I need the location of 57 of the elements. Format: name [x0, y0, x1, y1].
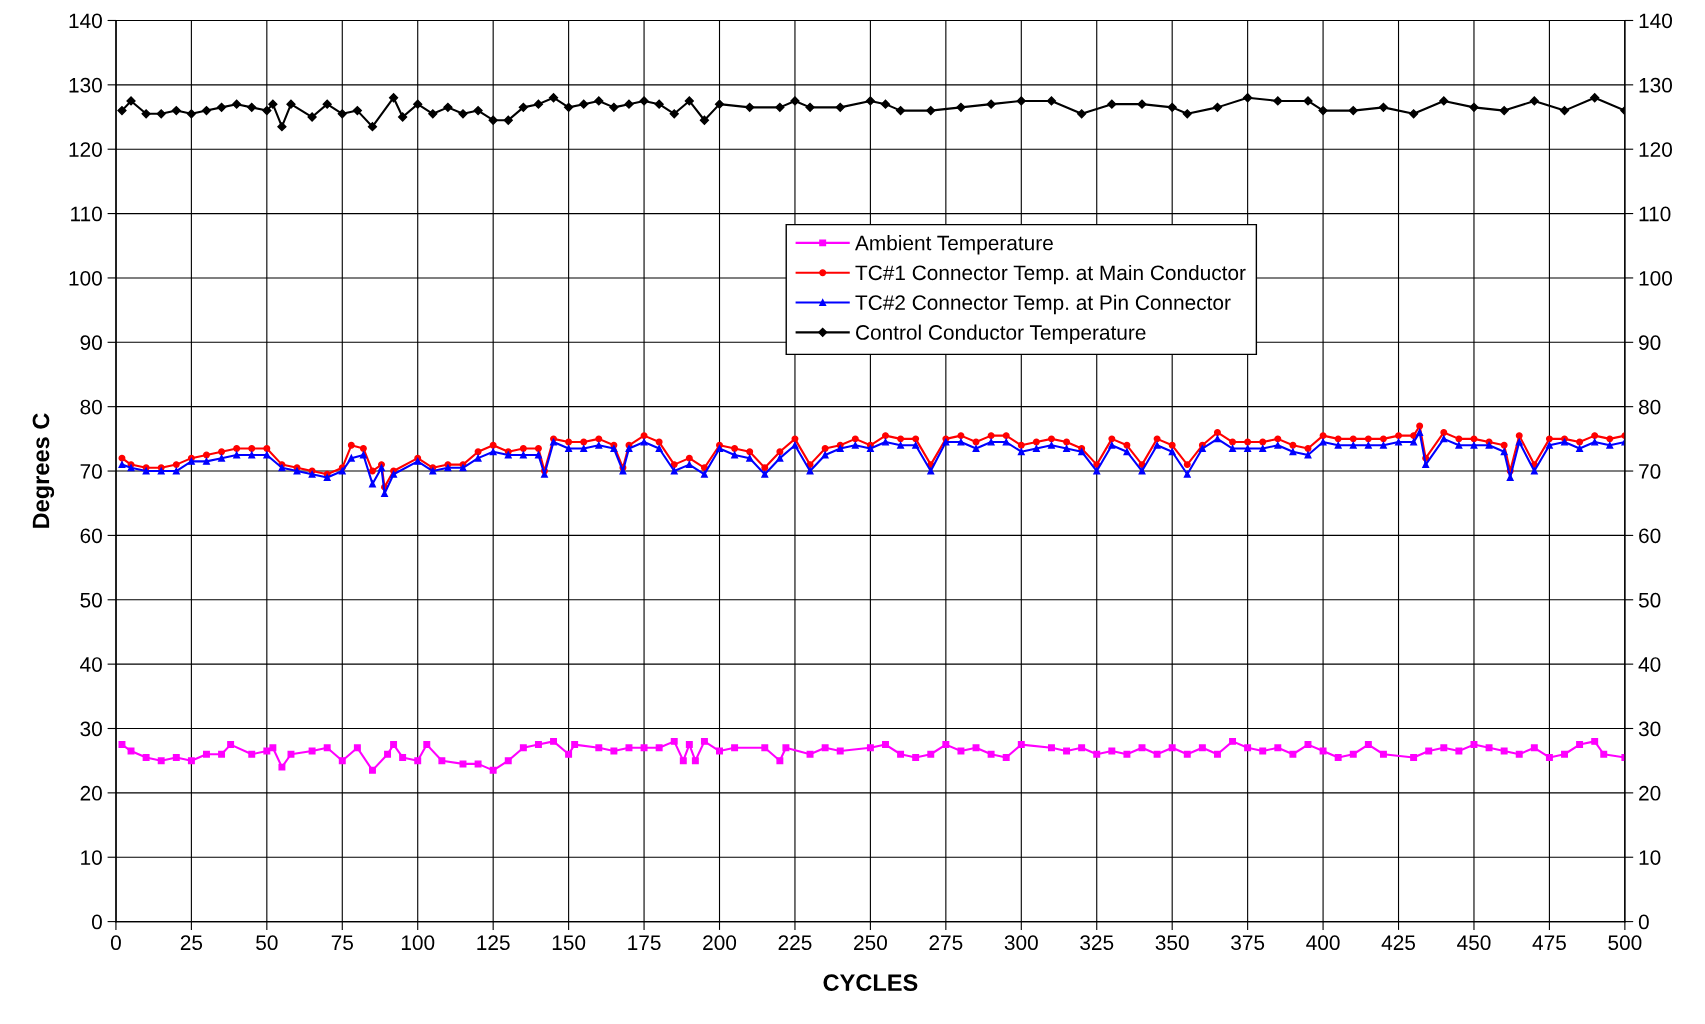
x-tick-label: 250 — [854, 935, 887, 951]
y-tick-label: 100 — [69, 270, 102, 286]
y-tick-label: 70 — [80, 464, 102, 479]
y-tick-label: 60 — [80, 528, 102, 544]
y2-tick-label: 80 — [1638, 399, 1661, 415]
y2-tick-label: 110 — [1639, 206, 1671, 222]
x-tick-label: 400 — [1306, 935, 1340, 951]
legend-label: Control Conductor Temperature — [856, 324, 1146, 344]
y-tick-label: 130 — [69, 77, 102, 93]
y-tick-label: 50 — [80, 592, 102, 608]
x-tick-label: 225 — [778, 935, 812, 951]
legend-label: TC#1 Connector Temp. at Main Conductor — [855, 264, 1246, 285]
x-tick-label: 150 — [552, 935, 586, 951]
x-tick-label: 300 — [1004, 935, 1038, 951]
y2-tick-label: 130 — [1639, 77, 1672, 93]
y-tick-label: 20 — [80, 785, 102, 801]
y2-tick-label: 10 — [1639, 850, 1661, 865]
x-tick-label: 100 — [401, 935, 435, 951]
y-tick-label: 30 — [80, 721, 102, 737]
y-tick-label: 40 — [80, 657, 102, 672]
x-tick-label: 500 — [1608, 935, 1642, 951]
x-tick-label: 0 — [110, 935, 121, 951]
y-tick-label: 0 — [91, 914, 102, 930]
x-tick-label: 200 — [703, 935, 737, 951]
y-tick-label: 10 — [81, 850, 102, 865]
y2-tick-label: 140 — [1639, 13, 1672, 29]
x-tick-label: 50 — [256, 935, 278, 951]
x-tick-label: 475 — [1532, 935, 1566, 951]
y2-tick-label: 0 — [1638, 914, 1649, 930]
y2-tick-label: 120 — [1639, 142, 1672, 157]
y-tick-label: 90 — [80, 335, 102, 351]
x-axis-title: CYCLES — [823, 974, 918, 991]
y2-tick-label: 90 — [1639, 335, 1661, 351]
y-tick-label: 80 — [80, 399, 102, 415]
y2-tick-label: 20 — [1639, 785, 1661, 801]
y2-tick-label: 100 — [1639, 270, 1672, 286]
y2-tick-label: 40 — [1638, 657, 1661, 672]
y-tick-label: 140 — [69, 13, 102, 29]
x-tick-label: 350 — [1155, 935, 1189, 951]
x-tick-label: 450 — [1457, 935, 1491, 951]
x-tick-label: 425 — [1381, 935, 1416, 951]
y2-tick-label: 30 — [1638, 721, 1661, 737]
y2-tick-label: 60 — [1639, 528, 1661, 544]
y-axis-title: Degrees C — [32, 413, 55, 528]
x-tick-label: 25 — [180, 935, 203, 951]
y-tick-label: 110 — [71, 206, 102, 222]
x-tick-label: 375 — [1231, 935, 1265, 951]
x-tick-label: 125 — [477, 935, 510, 951]
x-tick-label: 275 — [929, 935, 963, 951]
legend-label: TC#2 Connector Temp. at Pin Connector — [855, 294, 1231, 315]
x-tick-label: 75 — [331, 935, 353, 951]
y2-tick-label: 70 — [1639, 464, 1661, 479]
y2-tick-label: 50 — [1638, 592, 1661, 608]
y-tick-label: 120 — [69, 142, 102, 157]
legend-label: Ambient Temperature — [855, 235, 1053, 255]
x-tick-label: 325 — [1080, 935, 1114, 951]
x-tick-label: 175 — [628, 935, 661, 951]
